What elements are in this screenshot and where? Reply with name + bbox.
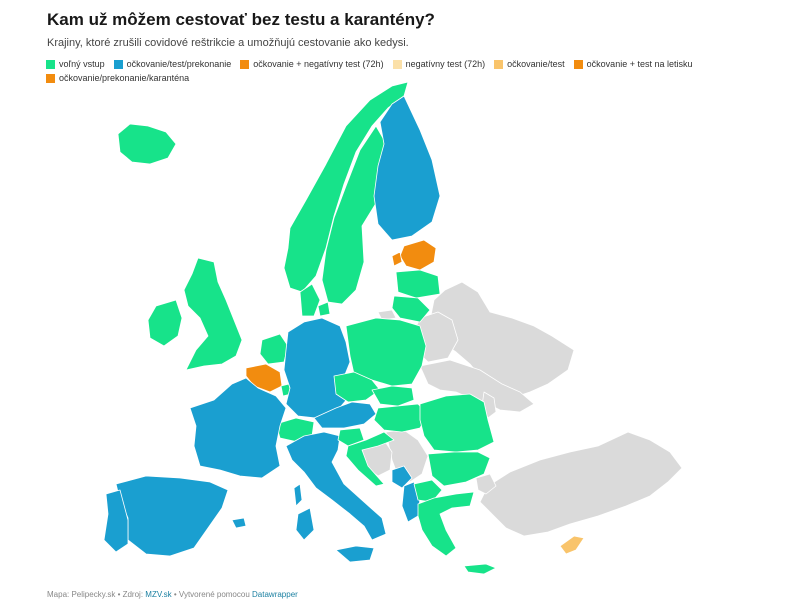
country-netherlands[interactable]	[259, 333, 289, 365]
country-ireland[interactable]	[147, 299, 183, 347]
datawrapper-link[interactable]: Datawrapper	[252, 590, 298, 599]
source-link[interactable]: MZV.sk	[145, 590, 172, 599]
created-label: Vytvorené pomocou	[178, 590, 250, 599]
country-turkey-thrace[interactable]	[475, 473, 497, 495]
legend-item: očkovanie/prekonanie/karanténa	[46, 73, 189, 84]
legend-swatch	[46, 74, 55, 83]
country-denmark-island[interactable]	[317, 301, 331, 317]
chart-subtitle: Krajiny, ktoré zrušili covidové reštrikc…	[47, 37, 409, 49]
country-france-corsica[interactable]	[293, 483, 303, 507]
country-bulgaria[interactable]	[427, 451, 491, 487]
country-greece-crete[interactable]	[463, 563, 497, 575]
footer-separator: •	[173, 590, 179, 599]
country-turkey[interactable]	[479, 431, 683, 537]
country-finland[interactable]	[373, 95, 441, 241]
source-label: Zdroj:	[122, 590, 144, 599]
legend-swatch	[494, 60, 504, 69]
legend-label: očkovanie/test/prekonanie	[126, 59, 232, 69]
country-italy-sardinia[interactable]	[295, 507, 315, 541]
chart-title: Kam už môžem cestovať bez testu a karant…	[47, 10, 435, 29]
legend-swatch	[46, 60, 55, 69]
country-norway[interactable]	[283, 81, 409, 293]
country-denmark[interactable]	[299, 283, 321, 317]
country-lithuania[interactable]	[391, 295, 431, 323]
legend-label: negatívny test (72h)	[405, 59, 486, 69]
country-italy-sicily[interactable]	[335, 545, 375, 563]
footer-credits: Mapa: Pelipecky.sk • Zdroj: MZV.sk • Vyt…	[47, 590, 298, 599]
country-iceland[interactable]	[117, 123, 177, 165]
legend-item: očkovanie + test na letisku	[573, 59, 693, 70]
legend-swatch	[113, 60, 123, 69]
country-slovakia[interactable]	[371, 385, 415, 407]
legend-swatch	[573, 60, 583, 69]
legend-item: očkovanie/test/prekonanie	[113, 59, 232, 70]
legend-label: voľný vstup	[59, 59, 105, 69]
legend: voľný vstup očkovanie/test/prekonanie oč…	[46, 59, 746, 84]
country-greece[interactable]	[417, 491, 475, 557]
country-estonia[interactable]	[399, 239, 437, 271]
legend-label: očkovanie + test na letisku	[586, 59, 693, 69]
footer-separator: •	[117, 590, 123, 599]
legend-label: očkovanie/test	[507, 59, 565, 69]
legend-label: očkovanie + negatívny test (72h)	[253, 59, 384, 69]
legend-item: očkovanie/test	[494, 59, 565, 70]
country-spain[interactable]	[115, 475, 229, 557]
country-montenegro[interactable]	[391, 465, 413, 489]
country-romania[interactable]	[419, 393, 495, 453]
country-france[interactable]	[189, 377, 287, 479]
country-cyprus[interactable]	[559, 535, 585, 555]
legend-item: očkovanie + negatívny test (72h)	[240, 59, 384, 70]
country-hungary[interactable]	[373, 403, 429, 433]
country-estonia-island[interactable]	[391, 251, 403, 267]
legend-item: negatívny test (72h)	[392, 59, 486, 70]
legend-swatch	[392, 60, 402, 69]
country-north-macedonia[interactable]	[413, 479, 443, 503]
country-portugal[interactable]	[103, 489, 129, 553]
country-ukraine[interactable]	[419, 359, 535, 413]
country-uk[interactable]	[183, 257, 243, 371]
country-spain-baleares[interactable]	[231, 517, 247, 529]
country-poland[interactable]	[345, 317, 427, 387]
legend-label: očkovanie/prekonanie/karanténa	[59, 73, 190, 83]
country-czechia[interactable]	[333, 371, 381, 403]
country-russia-kaliningrad[interactable]	[377, 309, 397, 321]
country-croatia[interactable]	[345, 431, 395, 487]
map-credit: Mapa: Pelipecky.sk	[47, 590, 116, 599]
country-italy[interactable]	[285, 431, 387, 541]
legend-swatch	[240, 60, 250, 69]
country-germany[interactable]	[283, 317, 351, 419]
country-latvia[interactable]	[395, 269, 441, 299]
country-sweden[interactable]	[321, 125, 387, 305]
legend-item: voľný vstup	[46, 59, 105, 70]
